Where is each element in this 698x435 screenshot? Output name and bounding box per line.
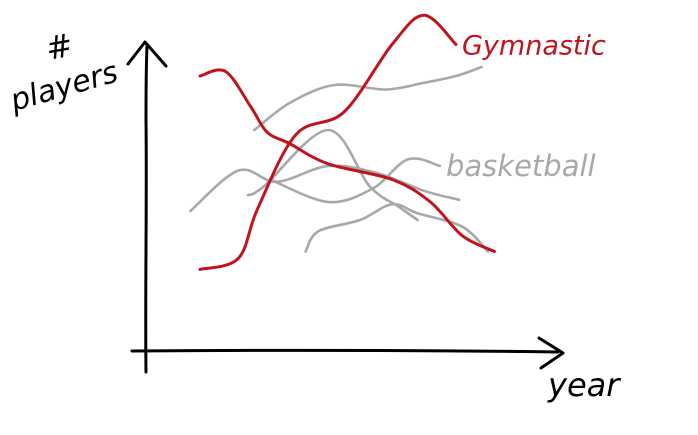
- series-label-basketball: basketball: [446, 149, 596, 183]
- series-label-gymnastic: Gymnastic: [462, 31, 606, 62]
- x-axis: [130, 348, 560, 354]
- series-line-gymnastic: [198, 13, 458, 271]
- series-line-declining-red: [198, 68, 496, 253]
- axes: [126, 40, 565, 374]
- series-labels: Gymnastic basketball: [446, 31, 606, 184]
- series-line-grey-2: [189, 164, 461, 213]
- grey-series-group: [189, 65, 490, 253]
- series-line-grey-3: [246, 128, 419, 222]
- highlighted-series-group: [198, 13, 496, 271]
- series-line-basketball: [269, 157, 442, 204]
- y-axis-arrowhead: [126, 40, 168, 68]
- series-line-grey-5: [304, 202, 490, 253]
- y-axis: [144, 44, 149, 374]
- x-axis-arrowhead: [537, 336, 565, 370]
- y-axis-label-symbol: #: [43, 26, 76, 68]
- series-line-grey-4: [253, 65, 483, 132]
- x-axis-label: year: [547, 366, 621, 404]
